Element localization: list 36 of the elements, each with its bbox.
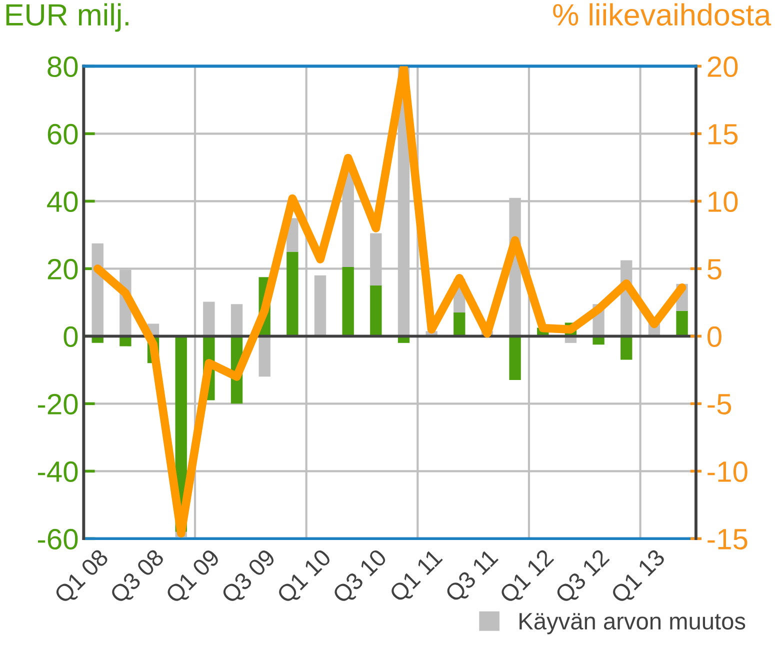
bar: [620, 336, 632, 360]
y2-tick-label: 10: [708, 191, 738, 212]
bar: [286, 252, 298, 336]
y2-tick-label: 5: [708, 259, 722, 280]
y2-tick-label: 0: [708, 326, 722, 348]
bar: [314, 275, 326, 336]
bar: [454, 312, 466, 336]
y2-axis-title: % liikevaihdosta: [553, 3, 772, 26]
legend-label: Käyvän arvon muutos: [520, 613, 746, 634]
bar: [120, 336, 132, 346]
x-tick-label: Q1 12: [498, 548, 554, 607]
bar: [342, 267, 354, 336]
y2-tick-label: -10: [708, 461, 748, 482]
y-tick-label: -60: [38, 528, 78, 550]
y-tick-label: 0: [64, 326, 78, 348]
bar: [509, 336, 521, 380]
bar: [370, 286, 382, 336]
y-tick-label: 80: [48, 56, 78, 78]
x-tick-label: Q1 11: [388, 548, 446, 606]
y-tick-label: 60: [48, 124, 78, 145]
y-tick-label: -20: [38, 394, 78, 415]
bar: [203, 302, 215, 336]
y2-tick-label: 20: [708, 56, 738, 78]
x-tick-label: Q3 11: [444, 548, 499, 606]
bar: [258, 336, 270, 377]
x-tick-label: Q1 13: [610, 548, 669, 607]
y-tick-label: 40: [47, 191, 78, 212]
x-tick-label: Q3 12: [554, 548, 610, 607]
bar: [230, 304, 243, 336]
y-tick-label: -40: [38, 461, 78, 482]
bar: [676, 310, 688, 336]
y-axis-title: EUR milj.: [6, 3, 128, 32]
y-tick-label: 20: [48, 258, 78, 280]
y2-tick-label: 15: [708, 124, 738, 145]
y2-tick-label: -5: [708, 394, 732, 415]
y2-tick-label: -15: [708, 529, 748, 550]
